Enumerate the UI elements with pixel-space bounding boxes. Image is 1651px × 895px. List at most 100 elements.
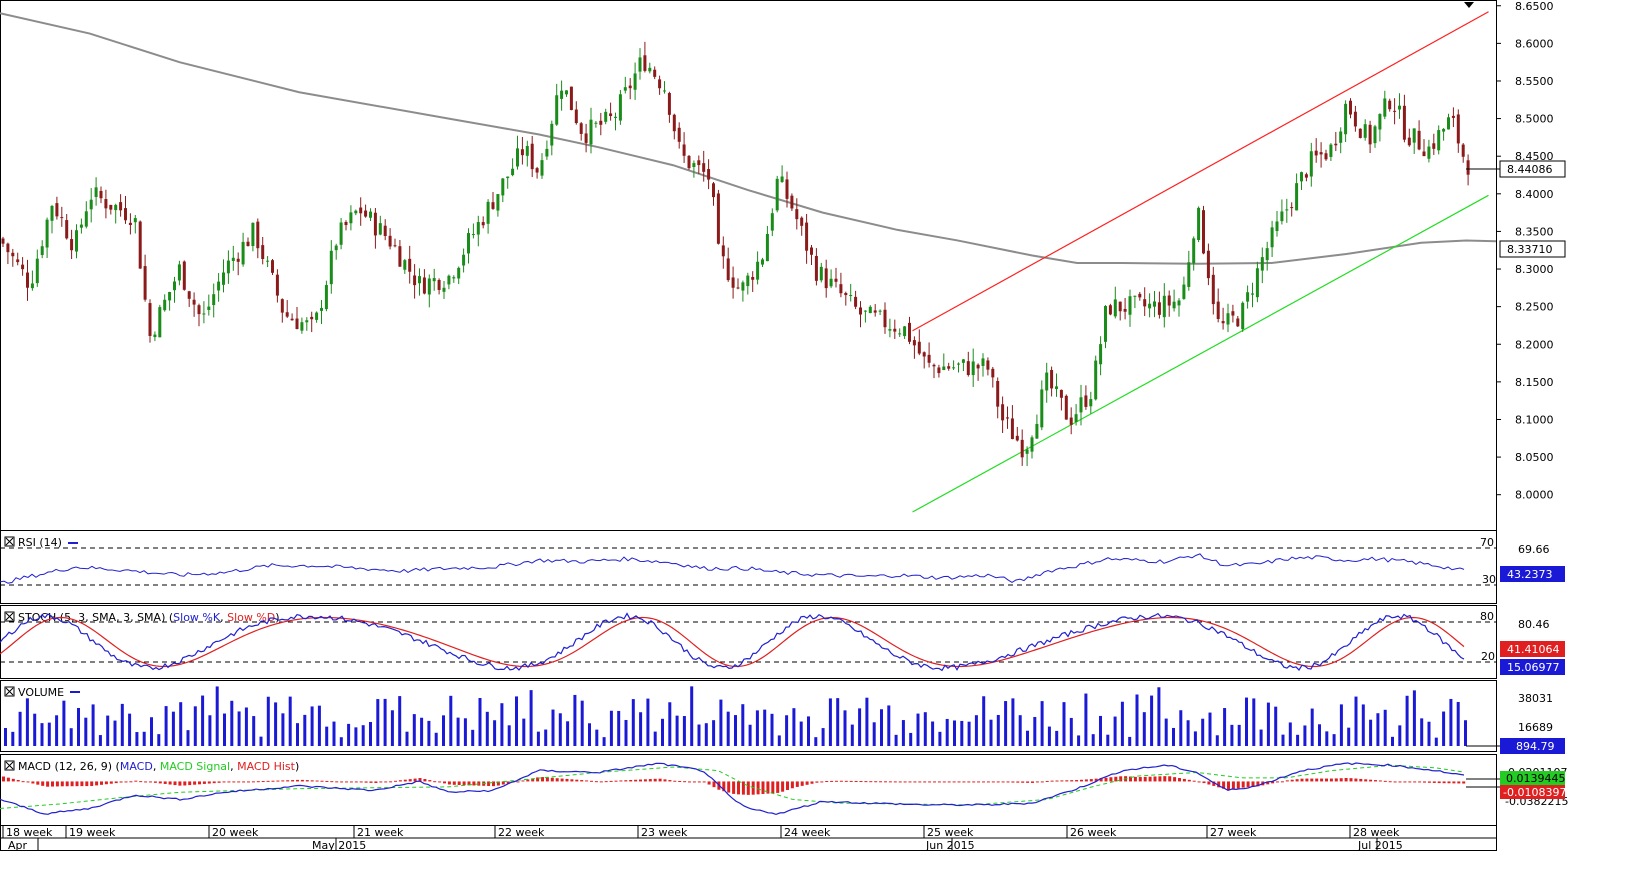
candle-body [1319, 152, 1323, 155]
week-label: 18 week [6, 826, 53, 839]
macd-hist-bar [281, 780, 285, 782]
candle-body [1084, 395, 1088, 407]
macd-hist-bar [1329, 778, 1333, 782]
macd-signal-value: -0.0108397 [1503, 786, 1566, 799]
volume-bar [887, 705, 891, 746]
candle-body [1206, 250, 1210, 279]
candle-body [589, 119, 593, 145]
candle-body [702, 163, 706, 172]
candle-body [810, 247, 813, 255]
macd-hist-bar [1295, 779, 1299, 782]
volume-bar [1266, 702, 1270, 746]
volume-bar [485, 711, 489, 746]
macd-hist-bar [898, 781, 902, 783]
candle-body [947, 366, 951, 369]
price-tick-label: 8.4000 [1515, 188, 1554, 201]
macd-hist-bar [923, 781, 927, 783]
volume-bar [456, 717, 460, 746]
volume-bar [25, 698, 29, 746]
price-tick-label: 8.2500 [1515, 301, 1554, 314]
candle-body [520, 149, 524, 156]
macd-hist-bar [183, 781, 187, 786]
volume-bar [1361, 704, 1365, 746]
candle-body [1064, 395, 1068, 420]
macd-hist-bar [594, 781, 598, 783]
candle-body [1461, 144, 1465, 157]
volume-bar [901, 720, 905, 746]
volume-bar [230, 700, 234, 746]
candle-body [89, 199, 93, 210]
macd-hist-bar [1398, 781, 1402, 783]
candle-body [124, 208, 127, 221]
candle-body [1427, 146, 1431, 159]
candle-body [751, 277, 755, 280]
macd-legend-macd: MACD [120, 760, 153, 773]
volume-bar [288, 696, 292, 746]
macd-hist-bar [1094, 778, 1098, 782]
macd-hist-bar [1153, 776, 1157, 782]
candle-body [1226, 313, 1230, 325]
macd-hist-bar [1163, 776, 1167, 782]
candle-body [682, 144, 686, 156]
macd-hist-bar [1285, 780, 1289, 782]
volume-bar [872, 722, 876, 746]
candle-body [79, 224, 83, 228]
candle-body [741, 282, 745, 291]
candle-body [1108, 305, 1112, 315]
macd-hist-bar [947, 781, 951, 783]
macd-hist-bar [1280, 781, 1284, 783]
volume-bar [763, 709, 767, 746]
macd-hist-bar [688, 781, 691, 783]
volume-bar [215, 686, 219, 746]
volume-bar [974, 715, 978, 746]
macd-hist-bar [555, 778, 559, 782]
candle-body [599, 120, 603, 125]
volume-bar [1354, 696, 1358, 746]
volume-bar [303, 714, 307, 746]
candle-body [805, 222, 809, 251]
volume-bar [1040, 701, 1044, 746]
macd-hist-bar [1080, 779, 1083, 782]
macd-hist-bar [95, 781, 99, 786]
macd-hist-bar [776, 781, 780, 793]
rsi-title: RSI (14) [18, 536, 62, 549]
volume-bar [850, 724, 854, 746]
volume-bar [734, 715, 737, 746]
macd-hist-bar [178, 781, 182, 786]
macd-hist-bar [1011, 781, 1015, 783]
volume-bar [1150, 695, 1154, 746]
volume-bar [463, 718, 467, 746]
macd-hist-bar [1006, 781, 1010, 783]
macd-hist-bar [163, 781, 167, 784]
macd-hist-bar [80, 781, 84, 787]
candle-body [207, 306, 211, 310]
macd-hist-bar [1447, 781, 1451, 784]
macd-hist-bar [310, 780, 314, 782]
candle-body [707, 169, 711, 180]
volume-bar [18, 711, 22, 746]
candle-body [937, 367, 941, 374]
candle-body [966, 361, 970, 376]
volume-bar [1427, 721, 1431, 746]
macd-hist-bar [1021, 781, 1025, 783]
candle-body [354, 210, 358, 214]
macd-hist-bar [291, 780, 295, 782]
candle-body [756, 261, 760, 280]
candle-body [1251, 293, 1254, 295]
candle-body [623, 87, 627, 91]
macd-hist-bar [119, 781, 123, 783]
volume-bar [383, 698, 387, 746]
candle-body [1030, 437, 1034, 452]
candle-body [408, 258, 412, 272]
candle-body [45, 219, 49, 248]
volume-bar [1274, 706, 1278, 746]
candle-body [437, 279, 441, 290]
macd-hist-bar [325, 780, 329, 782]
macd-hist-bar [977, 781, 981, 783]
candle-body [457, 267, 461, 279]
scroll-marker-icon[interactable] [1464, 2, 1474, 8]
volume-bar [150, 717, 153, 746]
macd-hist-bar [1212, 781, 1216, 786]
volume-bar [982, 696, 986, 746]
